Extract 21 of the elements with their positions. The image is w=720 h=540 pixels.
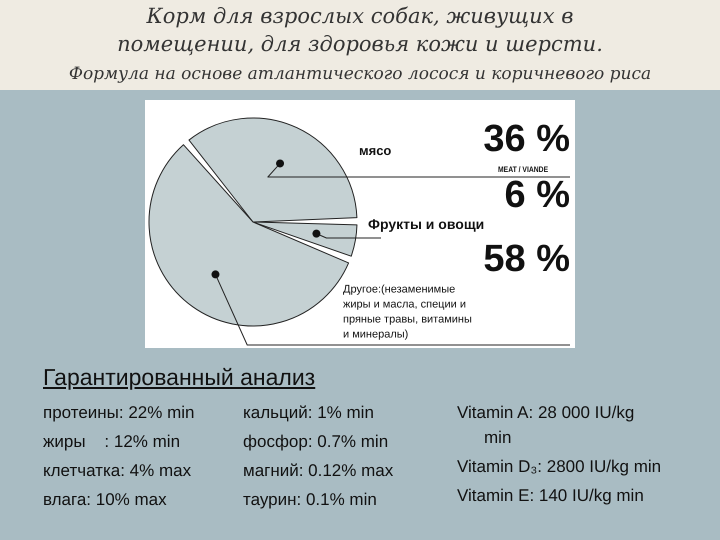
text: протеины: 22% min <box>43 403 194 423</box>
text: клетчатка: 4% max <box>43 461 192 481</box>
text: фосфор: 0.7% min <box>243 432 388 452</box>
text: Vitamin E: 140 IU/kg min <box>457 486 644 506</box>
chart-title: Корм для взрослых собак, живущих в помещении, для здоровья кожи и шерсти. <box>116 3 604 58</box>
data-label: 6 % <box>504 174 570 216</box>
slice-label: Другое:(незаменимые жиры и масла, специи и пряные травы, витамины и минералы) <box>343 284 475 340</box>
text: Vitamin D₃: 2800 IU/kg min <box>457 457 662 477</box>
text: Гарантированный анализ <box>43 364 316 391</box>
chart-subtitle: Формула на основе атлантического лосося и коричневого риса <box>68 64 652 84</box>
slice-label: Фрукты и овощи <box>368 216 484 232</box>
text: влага: 10% max <box>43 490 167 510</box>
text: жиры : 12% min <box>43 432 180 452</box>
slice-label: мясо <box>359 143 392 158</box>
data-label: 36 % <box>483 118 570 160</box>
text: магний: 0.12% max <box>243 461 394 481</box>
text: кальций: 1% min <box>243 403 374 423</box>
text: MEAT / VIANDE <box>498 165 548 174</box>
text: Vitamin A: 28 000 IU/kg min <box>457 402 636 449</box>
text: таурин: 0.1% min <box>243 490 377 510</box>
data-label: 58 % <box>483 238 570 280</box>
